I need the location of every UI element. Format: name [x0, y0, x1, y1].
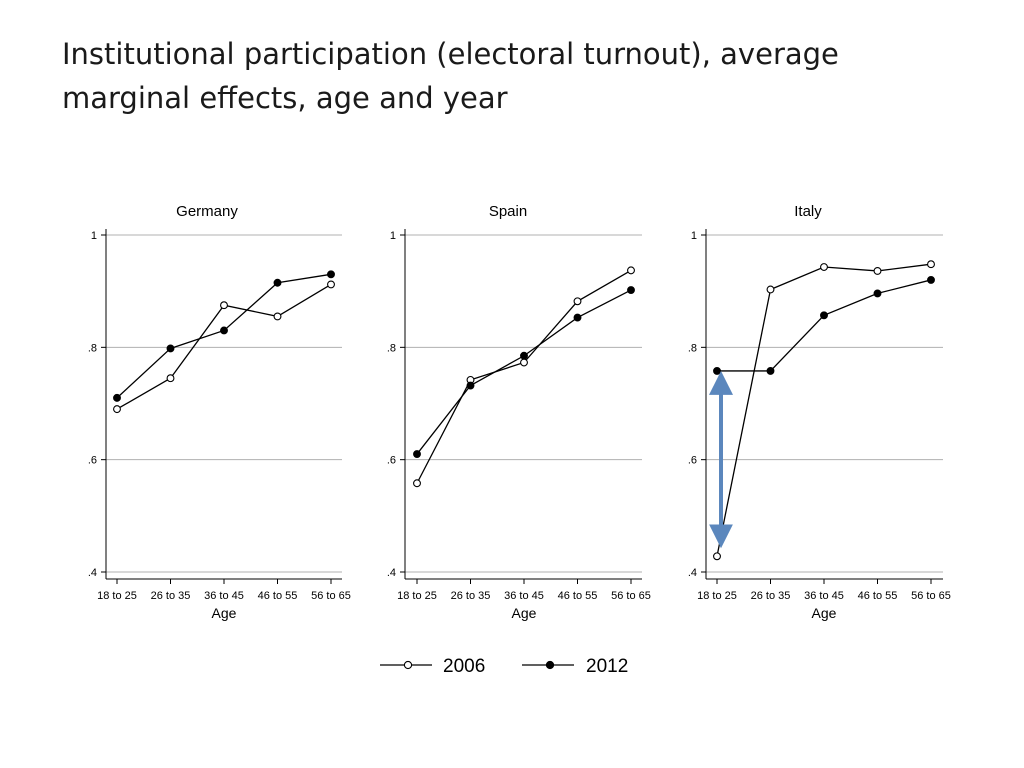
y-tick-label: 1: [91, 230, 97, 242]
legend-label: 2012: [586, 656, 628, 677]
series-line-2012: [116, 273, 332, 399]
data-point: [113, 405, 121, 414]
y-tick-label: .4: [387, 567, 396, 579]
data-point: [166, 374, 175, 383]
data-point: [927, 260, 935, 269]
data-point: [713, 552, 721, 561]
series-2012: [413, 286, 635, 458]
legend: 2006 2012: [380, 656, 628, 677]
x-tick-label: 26 to 35: [151, 590, 191, 602]
data-point: [766, 366, 775, 375]
y-tick-label: .4: [688, 567, 697, 579]
panel-italy: Italy .4 .6 .8 1 18 to 25 26 to 35 36 to 45 46 t…: [688, 203, 951, 621]
x-tick-label: 18 to 25: [397, 590, 437, 602]
x-axis-label: Age: [512, 605, 537, 621]
data-point: [820, 263, 828, 271]
panel-title: Italy: [794, 203, 822, 220]
data-point: [520, 358, 528, 367]
data-point: [627, 266, 635, 275]
x-tick-label: 26 to 35: [751, 590, 791, 602]
series-line-2012: [416, 289, 632, 455]
panel-title: Germany: [176, 203, 238, 220]
y-tick-label: .4: [88, 567, 97, 579]
x-tick-label: 26 to 35: [451, 590, 491, 602]
series-2006: [413, 266, 635, 488]
legend-item-2006: 2006: [380, 656, 485, 677]
y-tick-label: .6: [387, 455, 396, 467]
x-axis-label: Age: [812, 605, 837, 621]
series-line-2006: [716, 263, 932, 557]
data-point: [327, 270, 335, 279]
y-tick-label: .6: [88, 455, 97, 467]
legend-marker: [403, 660, 413, 670]
data-point: [273, 312, 282, 321]
x-axis-label: Age: [212, 605, 237, 621]
x-tick-label: 56 to 65: [911, 590, 951, 602]
x-tick-label: 46 to 55: [558, 590, 598, 602]
panel-germany: Germany .4 .6 .8 1 18 to 25 26 to 35 36 to 45 46…: [88, 203, 351, 621]
panel-title: Spain: [489, 203, 527, 220]
panel-spain: Spain .4 .6 .8 1 18 to 25 26 to 35 36 to 45 46 t…: [387, 203, 651, 621]
data-point: [713, 366, 721, 375]
y-tick-label: 1: [691, 230, 697, 242]
x-tick-label: 18 to 25: [697, 590, 737, 602]
x-tick-label: 56 to 65: [611, 590, 651, 602]
data-point: [573, 297, 582, 306]
legend-label: 2006: [443, 656, 485, 677]
x-tick-label: 18 to 25: [97, 590, 137, 602]
data-point: [113, 393, 121, 402]
x-tick-label: 46 to 55: [858, 590, 898, 602]
data-point: [413, 450, 421, 458]
data-point: [873, 266, 882, 275]
data-point: [520, 351, 528, 360]
y-tick-label: .8: [387, 342, 396, 354]
x-tick-label: 56 to 65: [311, 590, 351, 602]
data-point: [766, 285, 775, 294]
data-point: [466, 381, 475, 390]
data-point: [873, 289, 882, 298]
data-point: [927, 275, 935, 284]
legend-item-2012: 2012: [522, 656, 628, 677]
data-point: [220, 301, 228, 310]
x-tick-label: 36 to 45: [204, 590, 244, 602]
series-2012: [713, 275, 935, 375]
y-tick-label: .8: [688, 342, 697, 354]
series-2006: [113, 280, 335, 414]
data-point: [413, 479, 421, 488]
series-line-2006: [416, 269, 632, 484]
x-tick-label: 36 to 45: [504, 590, 544, 602]
data-point: [166, 344, 175, 353]
y-tick-label: .8: [88, 342, 97, 354]
data-point: [573, 313, 582, 322]
x-tick-label: 46 to 55: [258, 590, 298, 602]
x-tick-label: 36 to 45: [804, 590, 844, 602]
series-2006: [713, 260, 935, 561]
y-tick-label: .6: [688, 455, 697, 467]
data-point: [820, 311, 828, 320]
data-point: [273, 278, 282, 287]
data-point: [627, 286, 635, 294]
data-point: [220, 326, 228, 335]
legend-marker: [545, 660, 555, 670]
data-point: [327, 280, 335, 289]
series-2012: [113, 270, 335, 402]
y-tick-label: 1: [390, 230, 396, 242]
slide-title: Institutional participation (electoral t…: [62, 37, 839, 115]
series-line-2012: [717, 279, 932, 372]
